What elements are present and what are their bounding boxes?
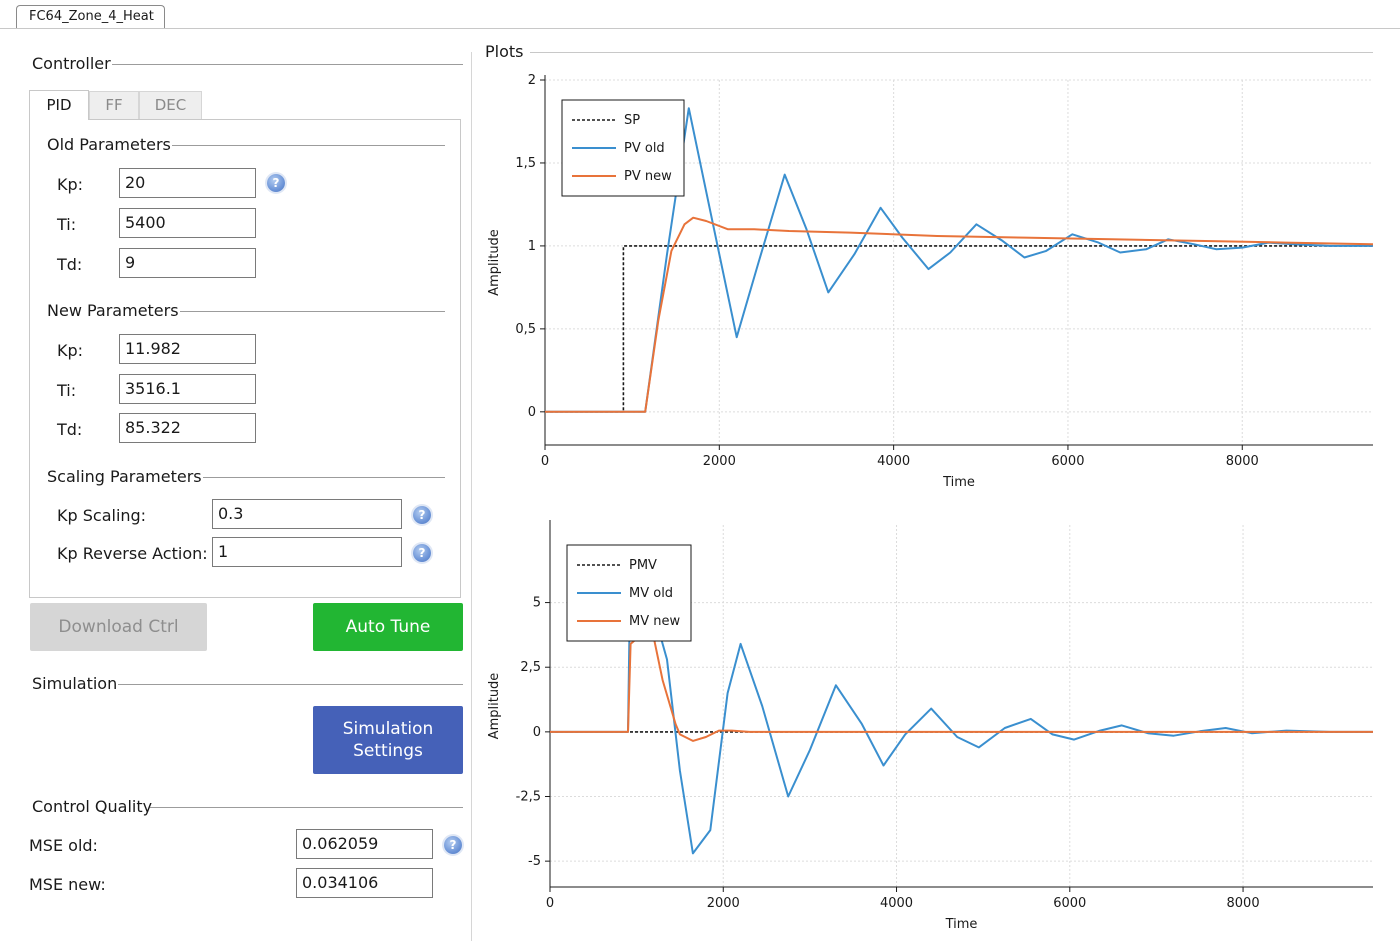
y-tick-label: 1,5 — [515, 156, 536, 171]
mse-help-icon[interactable]: ? — [444, 836, 462, 854]
plots-group-border — [471, 52, 472, 941]
legend-label: PV old — [624, 141, 665, 156]
kp-reverse-help-icon[interactable]: ? — [413, 544, 431, 562]
x-tick-label: 4000 — [877, 454, 910, 469]
y-axis-title: Amplitude — [487, 673, 502, 740]
mse-old-field[interactable]: 0.062059 — [296, 829, 433, 859]
old-kp-field[interactable]: 20 — [119, 168, 256, 198]
y-axis-title: Amplitude — [487, 229, 502, 296]
new-ti-field[interactable]: 3516.1 — [119, 374, 256, 404]
new-ti-label: Ti: — [57, 381, 77, 400]
controller-group-line — [112, 64, 463, 65]
simulation-group-line — [118, 684, 463, 685]
old-parameters-title: Old Parameters — [47, 135, 171, 154]
kp-scaling-label: Kp Scaling: — [57, 506, 147, 525]
tab-dec[interactable]: DEC — [139, 91, 202, 119]
tab-bar-divider — [0, 28, 1400, 29]
simulation-group-title: Simulation — [32, 674, 118, 693]
x-tick-label: 6000 — [1053, 896, 1086, 911]
new-kp-label: Kp: — [57, 341, 84, 360]
mse-new-field[interactable]: 0.034106 — [296, 868, 433, 898]
download-ctrl-button[interactable]: Download Ctrl — [30, 603, 207, 651]
old-td-label: Td: — [57, 255, 83, 274]
simulation-settings-button[interactable]: Simulation Settings — [313, 706, 463, 774]
x-tick-label: 2000 — [707, 896, 740, 911]
y-tick-label: -2,5 — [516, 790, 541, 805]
simulation-settings-line2: Settings — [353, 741, 423, 761]
y-tick-label: 0 — [533, 725, 541, 740]
y-tick-label: 0,5 — [515, 322, 536, 337]
new-td-label: Td: — [57, 420, 83, 439]
kp-reverse-field[interactable]: 1 — [212, 537, 402, 567]
y-tick-label: 0 — [528, 405, 536, 420]
x-tick-label: 0 — [541, 454, 549, 469]
x-axis-title: Time — [945, 917, 978, 932]
legend-label: PMV — [629, 558, 657, 573]
legend-label: PV new — [624, 169, 672, 184]
new-td-field[interactable]: 85.322 — [119, 413, 256, 443]
tab-ff[interactable]: FF — [89, 91, 139, 119]
y-tick-label: 1 — [528, 239, 536, 254]
mse-old-label: MSE old: — [29, 836, 98, 855]
controller-group-title: Controller — [32, 54, 111, 73]
control-quality-title: Control Quality — [32, 797, 153, 816]
control-quality-line — [150, 807, 463, 808]
x-tick-label: 0 — [546, 896, 554, 911]
y-tick-label: 2,5 — [520, 660, 541, 675]
x-tick-label: 8000 — [1226, 454, 1259, 469]
kp-scaling-help-icon[interactable]: ? — [413, 506, 431, 524]
mv-response-chart: 0 2000 4000 6000 8000 -5 -2,5 0 2,5 5 Time Amplitud… — [487, 520, 1373, 932]
new-parameters-title: New Parameters — [47, 301, 179, 320]
kp-scaling-field[interactable]: 0.3 — [212, 499, 402, 529]
legend-label: MV new — [629, 614, 680, 629]
new-kp-field[interactable]: 11.982 — [119, 334, 256, 364]
legend-label: MV old — [629, 586, 673, 601]
y-tick-label: 5 — [533, 596, 541, 611]
tab-pid[interactable]: PID — [29, 90, 89, 120]
x-tick-label: 6000 — [1051, 454, 1084, 469]
old-ti-label: Ti: — [57, 215, 77, 234]
document-tab[interactable]: FC64_Zone_4_Heat — [16, 5, 165, 29]
old-ti-field[interactable]: 5400 — [119, 208, 256, 238]
series-line-pv-new — [545, 216, 1374, 413]
mse-new-label: MSE new: — [29, 875, 106, 894]
y-tick-label: -5 — [528, 854, 541, 869]
plots-group-line — [530, 52, 1373, 53]
legend-label: SP — [624, 113, 640, 128]
x-axis-title: Time — [942, 475, 975, 490]
new-parameters-line — [180, 311, 445, 312]
pv-response-chart: 0 2000 4000 6000 8000 0 0,5 1 1,5 2 Time Amplitude S… — [487, 73, 1374, 490]
kp-reverse-label: Kp Reverse Action: — [57, 544, 208, 563]
y-tick-label: 2 — [528, 73, 536, 88]
old-td-field[interactable]: 9 — [119, 248, 256, 278]
scaling-parameters-line — [203, 477, 445, 478]
x-tick-label: 2000 — [703, 454, 736, 469]
auto-tune-button[interactable]: Auto Tune — [313, 603, 463, 651]
plots-group-title: Plots — [485, 42, 524, 61]
old-kp-help-icon[interactable]: ? — [267, 174, 285, 192]
old-kp-label: Kp: — [57, 175, 84, 194]
old-parameters-line — [172, 145, 445, 146]
pid-tab-panel — [29, 119, 461, 598]
x-tick-label: 8000 — [1227, 896, 1260, 911]
series-line-mv-new — [550, 632, 1373, 742]
series-line-sp — [545, 245, 1373, 413]
scaling-parameters-title: Scaling Parameters — [47, 467, 202, 486]
simulation-settings-line1: Simulation — [342, 719, 434, 739]
series-line-mv-old — [550, 588, 1373, 855]
x-tick-label: 4000 — [880, 896, 913, 911]
series-line-pv-old — [545, 107, 1373, 413]
